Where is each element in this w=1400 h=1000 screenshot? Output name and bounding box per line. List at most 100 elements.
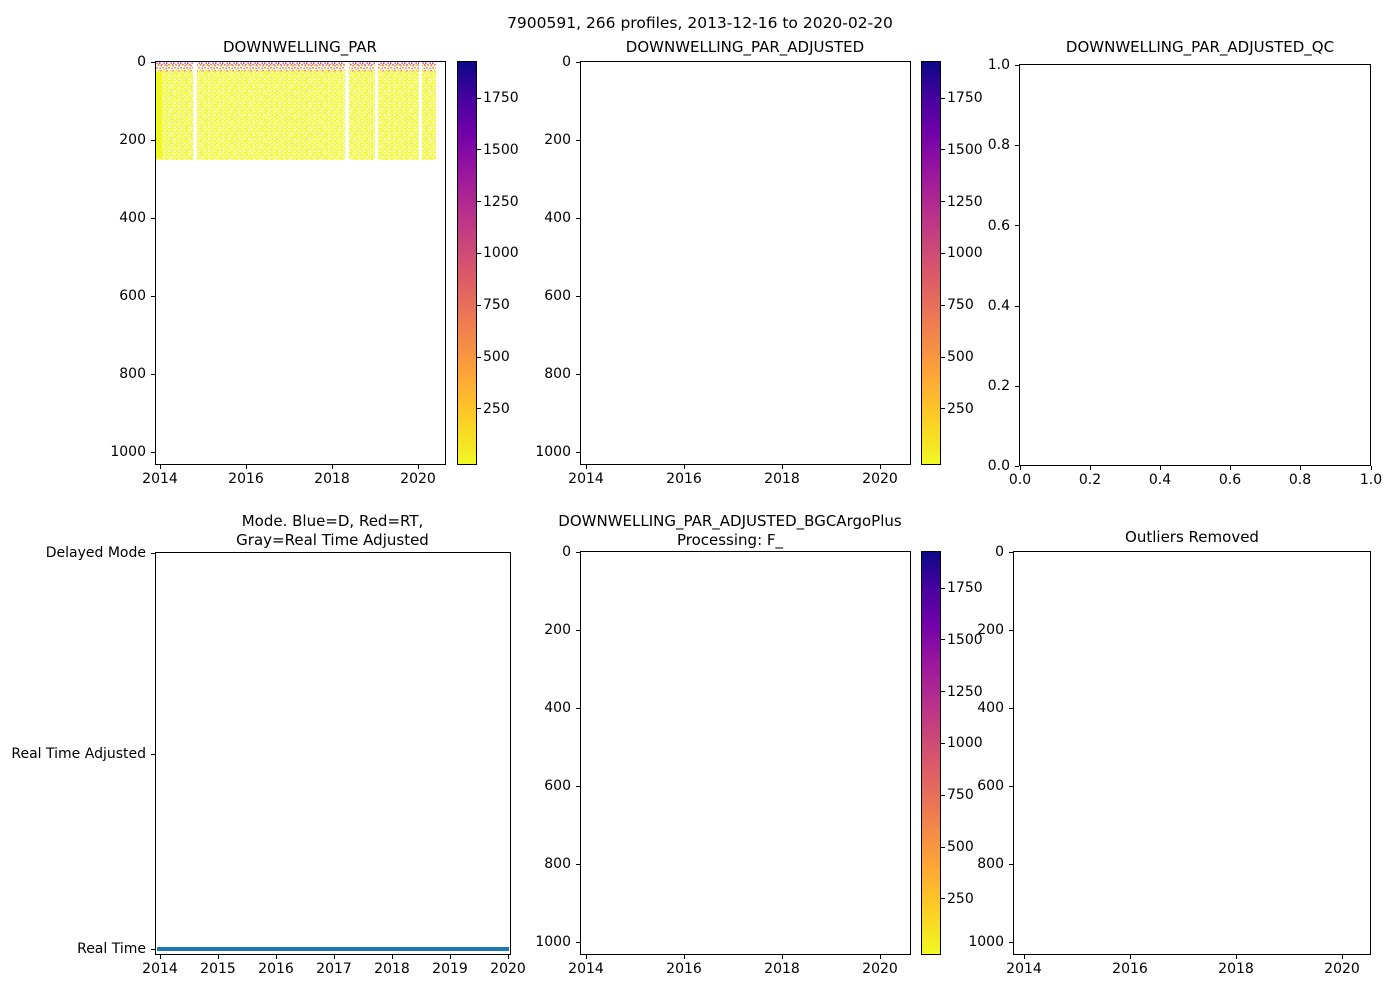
xtick-p1-2016: [245, 465, 247, 469]
yticklabel-p2-800: 800: [544, 366, 571, 382]
xtick-p2-2020: [879, 465, 881, 469]
ytick-mode-delayed: [151, 552, 155, 554]
yticklabel-p3-0.2: 0.2: [987, 378, 1010, 394]
panel-title-bgcargoplus-line1: DOWNWELLING_PAR_ADJUSTED_BGCArgoPlus: [558, 512, 902, 530]
xtick-p5-2014: [585, 955, 587, 959]
xticklabel-p3-0.6: 0.6: [1218, 472, 1242, 488]
cbtick-p1-750: [477, 304, 481, 306]
xticklabel-p6-2014: 2014: [1006, 961, 1042, 977]
ytick-p3-0.8: [1015, 144, 1019, 146]
ytick-p3-0.4: [1015, 305, 1019, 307]
cbtick-p5-1250: [941, 691, 945, 693]
ytick-p5-600: [576, 785, 580, 787]
ytick-p6-200: [1009, 629, 1013, 631]
colorbar-downwelling-par: [457, 61, 477, 465]
cbtick-p1-1250: [477, 201, 481, 203]
cbtick-p1-500: [477, 356, 481, 358]
colorbar-downwelling-par-adjusted: [921, 61, 941, 465]
ytick-p6-0: [1009, 551, 1013, 553]
scatter-points-downwelling-par: [156, 62, 436, 160]
yticklabel-p6-1000: 1000: [968, 934, 1004, 950]
panel-title-mode-line1: Mode. Blue=D, Red=RT,: [241, 512, 424, 530]
xticklabel-mode-2018: 2018: [374, 961, 410, 977]
axes-bgcargoplus: [580, 551, 911, 955]
xtick-p5-2018: [781, 955, 783, 959]
ytick-p1-200: [151, 139, 155, 141]
ytick-p1-400: [151, 217, 155, 219]
xticklabel-mode-2014: 2014: [142, 961, 178, 977]
ytick-p3-1.0: [1015, 64, 1019, 66]
ytick-p5-400: [576, 707, 580, 709]
ytick-p6-400: [1009, 707, 1013, 709]
yticklabel-p2-0: 0: [562, 54, 571, 70]
xtick-mode-2015: [217, 955, 219, 959]
xtick-p6-2014: [1023, 955, 1025, 959]
xtick-p3-0.4: [1159, 466, 1161, 470]
cblabel-p5-750: 750: [947, 787, 974, 803]
yticklabel-p5-800: 800: [544, 856, 571, 872]
xticklabel-p5-2018: 2018: [764, 961, 800, 977]
cblabel-p2-500: 500: [947, 349, 974, 365]
ytick-p2-200: [576, 139, 580, 141]
yticklabel-p6-800: 800: [977, 856, 1004, 872]
xticklabel-mode-2020: 2020: [490, 961, 526, 977]
xticklabel-p1-2014: 2014: [142, 471, 178, 487]
xtick-mode-2019: [449, 955, 451, 959]
xticklabel-mode-2016: 2016: [258, 961, 294, 977]
xticklabel-p6-2016: 2016: [1112, 961, 1148, 977]
xtick-p3-0.2: [1089, 466, 1091, 470]
ytick-p1-600: [151, 295, 155, 297]
yticklabel-p5-600: 600: [544, 778, 571, 794]
xticklabel-p2-2018: 2018: [764, 471, 800, 487]
yticklabel-mode-real-time: Real Time: [77, 941, 146, 957]
mode-series-real-time: [157, 947, 509, 951]
yticklabel-mode-delayed: Delayed Mode: [45, 545, 146, 561]
cbtick-p2-1250: [941, 201, 945, 203]
yticklabel-p6-0: 0: [995, 544, 1004, 560]
cbtick-p5-500: [941, 846, 945, 848]
yticklabel-p3-0.8: 0.8: [987, 137, 1010, 153]
xticklabel-p5-2016: 2016: [666, 961, 702, 977]
yticklabel-p2-400: 400: [544, 210, 571, 226]
ytick-p1-800: [151, 373, 155, 375]
yticklabel-mode-rt-adjusted: Real Time Adjusted: [11, 746, 146, 762]
xtick-p3-1.0: [1370, 466, 1372, 470]
xtick-p1-2014: [159, 465, 161, 469]
cblabel-p1-1000: 1000: [483, 245, 519, 261]
xtick-p3-0.6: [1229, 466, 1231, 470]
cblabel-p5-1250: 1250: [947, 684, 983, 700]
yticklabel-p6-200: 200: [977, 622, 1004, 638]
xticklabel-p3-1.0: 1.0: [1359, 472, 1383, 488]
cbtick-p1-250: [477, 408, 481, 410]
yticklabel-p1-600: 600: [119, 288, 146, 304]
plot-area-downwelling-par: [156, 62, 445, 464]
ytick-p5-1000: [576, 941, 580, 943]
cbtick-p5-1750: [941, 587, 945, 589]
ytick-p1-1000: [151, 451, 155, 453]
ytick-p6-600: [1009, 785, 1013, 787]
ytick-p3-0.2: [1015, 386, 1019, 388]
cblabel-p5-250: 250: [947, 891, 974, 907]
panel-title-downwelling-par: DOWNWELLING_PAR: [223, 38, 377, 56]
xticklabel-p2-2020: 2020: [862, 471, 898, 487]
cblabel-p2-1000: 1000: [947, 245, 983, 261]
xticklabel-p3-0.0: 0.0: [1008, 472, 1032, 488]
xticklabel-p5-2020: 2020: [862, 961, 898, 977]
xticklabel-p1-2016: 2016: [228, 471, 264, 487]
yticklabel-p3-0.6: 0.6: [987, 218, 1010, 234]
cblabel-p5-1000: 1000: [947, 735, 983, 751]
panel-title-downwelling-par-adjusted: DOWNWELLING_PAR_ADJUSTED: [625, 38, 865, 56]
yticklabel-p2-600: 600: [544, 288, 571, 304]
axes-mode: [155, 552, 511, 955]
xtick-mode-2018: [391, 955, 393, 959]
xtick-mode-2016: [275, 955, 277, 959]
xticklabel-p6-2018: 2018: [1218, 961, 1254, 977]
ytick-p2-800: [576, 373, 580, 375]
cbtick-p1-1500: [477, 149, 481, 151]
yticklabel-p5-1000: 1000: [535, 934, 571, 950]
xticklabel-p3-0.8: 0.8: [1288, 472, 1312, 488]
xtick-p1-2018: [331, 465, 333, 469]
ytick-p5-200: [576, 629, 580, 631]
panel-title-bgcargoplus-line2: Processing: F_: [676, 531, 784, 549]
